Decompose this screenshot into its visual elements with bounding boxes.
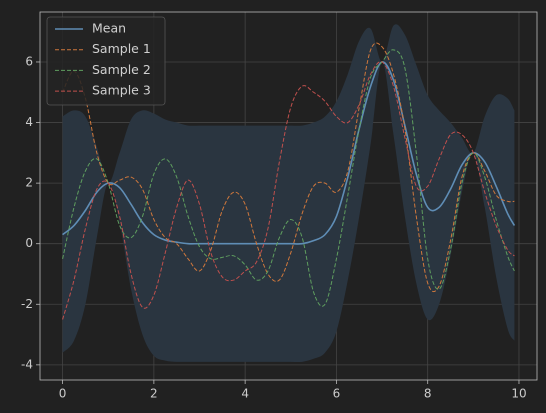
legend-box	[46, 16, 166, 106]
y-tick-label: -4	[21, 357, 33, 371]
x-tick-label: 10	[511, 387, 526, 401]
legend-label: Sample 3	[92, 83, 151, 98]
legend-label: Mean	[92, 21, 126, 36]
series-line	[62, 61, 515, 320]
legend: Mean Sample 1 Sample 2 Sample 3	[46, 16, 166, 106]
y-tick-label: 4	[25, 115, 33, 129]
series-line	[62, 42, 515, 293]
x-tick-label: 6	[333, 387, 341, 401]
y-tick-label: -2	[21, 297, 33, 311]
axes-frame	[39, 11, 538, 381]
x-tick-label: 8	[424, 387, 432, 401]
legend-label: Sample 2	[92, 62, 151, 77]
y-tick-label: 2	[25, 176, 33, 190]
series-line	[62, 49, 515, 307]
y-tick-label: 6	[25, 54, 33, 68]
x-tick-label: 4	[241, 387, 249, 401]
x-tick-label: 2	[150, 387, 158, 401]
legend-label: Sample 1	[92, 41, 151, 56]
series-line	[62, 61, 516, 245]
x-tick-label: 0	[59, 387, 67, 401]
y-tick-label: 0	[25, 236, 33, 250]
